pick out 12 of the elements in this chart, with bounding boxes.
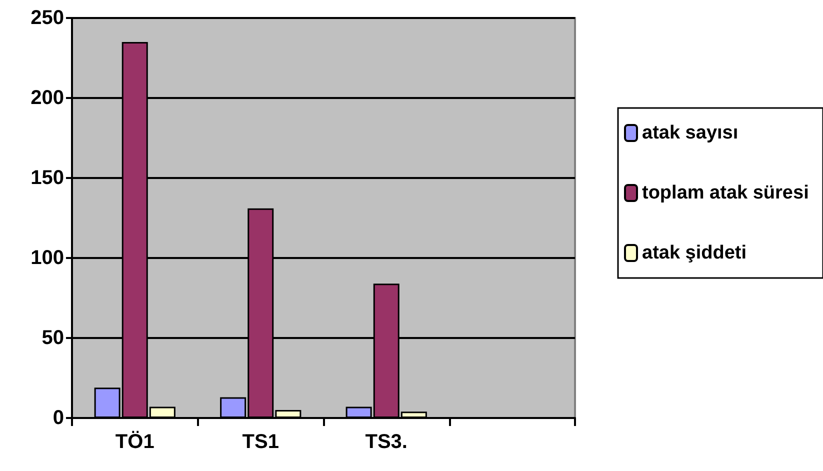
y-tick-label: 50 — [42, 327, 64, 349]
x-tick-label: TS1 — [242, 431, 279, 453]
legend-label: atak sayısı — [642, 122, 738, 144]
x-tick-label: TS3. — [365, 431, 408, 453]
y-tick-label: 150 — [30, 167, 64, 189]
x-tick-label: TÖ1 — [115, 430, 154, 453]
y-tick-label: 250 — [30, 7, 64, 29]
y-tick-label: 200 — [30, 87, 64, 109]
legend-label: toplam atak süresi — [642, 182, 809, 204]
legend-label: atak şiddeti — [642, 242, 747, 264]
y-tick-label: 100 — [30, 247, 64, 269]
y-tick-label: 0 — [52, 407, 64, 429]
